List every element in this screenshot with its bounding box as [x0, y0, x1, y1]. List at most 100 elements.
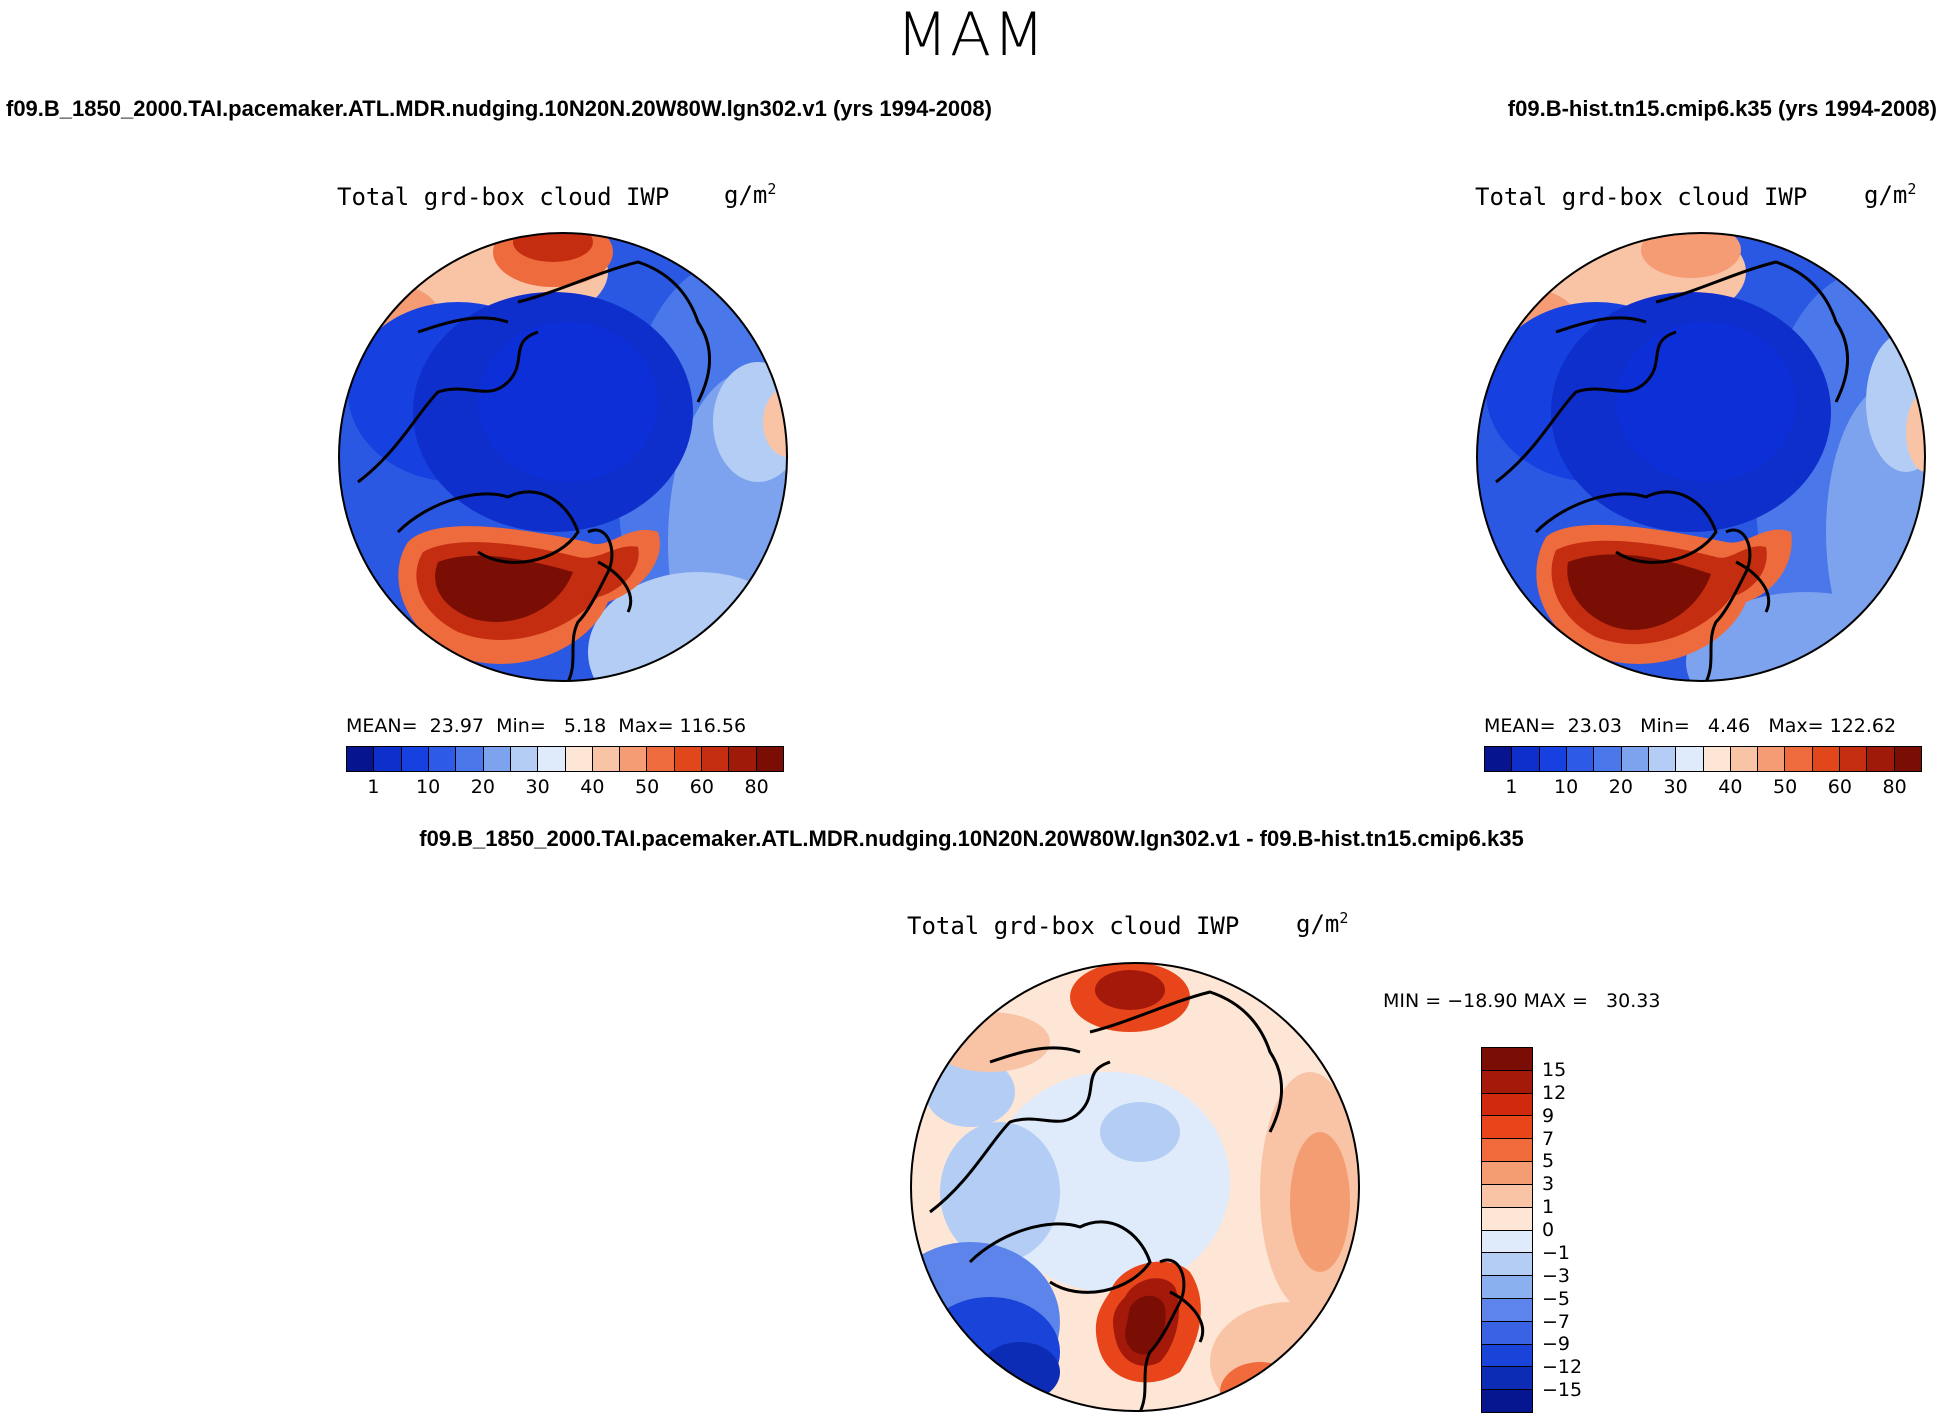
atlantic-darkred: [435, 555, 573, 622]
scandinavia-core: [1125, 1295, 1166, 1355]
colorbar-swatch: [1785, 747, 1813, 771]
colorbar-swatch: [1482, 1367, 1532, 1391]
colorbar-tick-label: 60: [1827, 776, 1852, 798]
colorbar-tick-label: 10: [1554, 776, 1579, 798]
colorbar-swatch: [1758, 747, 1786, 771]
variable-label-2: Total grd-box cloud IWP: [1475, 183, 1808, 211]
canada-coast: [357, 330, 539, 484]
scandinavia-coast: [566, 528, 614, 681]
asia-coast: [1089, 990, 1284, 1133]
colorbar-ticks-3: 15 12 9 7 5 3 1 0 −1 −3 −5 −7 −9 −12 −15: [1542, 1047, 1622, 1411]
case-title-left: f09.B_1850_2000.TAI.pacemaker.ATL.MDR.nu…: [6, 96, 992, 121]
greenland-coast: [968, 1220, 1152, 1294]
colorbar-ticks-2: 1 10 20 30 40 50 60 80: [1484, 776, 1920, 800]
case-title-diff: f09.B_1850_2000.TAI.pacemaker.ATL.MDR.nu…: [419, 826, 1524, 851]
colorbar-swatch: [1482, 1344, 1532, 1368]
atlantic-darkred: [1567, 554, 1711, 630]
polar-map-3: [910, 962, 1360, 1412]
colorbar-tick-label: −5: [1542, 1287, 1571, 1310]
map-boundary: [910, 962, 1360, 1412]
colorbar-tick-label: 40: [1718, 776, 1743, 798]
colorbar-swatch: [729, 747, 757, 771]
scandinavia-coast: [1704, 528, 1752, 681]
colorbar-swatch: [1539, 747, 1567, 771]
colorbar-swatch: [1482, 1139, 1532, 1163]
stats-2: MEAN= 23.03 Min= 4.46 Max= 122.62: [1484, 715, 1897, 737]
pacific-warm: [1906, 392, 1925, 472]
colorbar-swatch: [456, 747, 484, 771]
greenland-coast: [396, 490, 580, 564]
baltic-coast: [1169, 1290, 1205, 1343]
colorbar-swatch: [1482, 1253, 1532, 1277]
colorbar-swatch: [1594, 747, 1622, 771]
colorbar-tick-label: 12: [1542, 1081, 1567, 1104]
colorbar-swatch: [674, 747, 703, 771]
asia-coast: [1655, 260, 1850, 403]
colorbar-tick-label: −3: [1542, 1264, 1571, 1287]
colorbar-tick-label: 7: [1542, 1127, 1555, 1150]
polar-map-1: [338, 232, 788, 682]
colorbar-swatch: [1703, 747, 1731, 771]
colorbar-3: [1481, 1047, 1533, 1413]
colorbar-swatch: [1482, 1070, 1532, 1094]
colorbar-tick-label: −15: [1542, 1379, 1583, 1402]
colorbar-swatch: [1482, 1321, 1532, 1345]
colorbar-tick-label: 60: [689, 776, 714, 798]
canada-coast: [1495, 330, 1677, 484]
colorbar-swatch: [401, 747, 429, 771]
pacific-light: [1866, 332, 1925, 472]
greenland-coast: [1534, 490, 1718, 564]
colorbar-tick-label: −7: [1542, 1310, 1571, 1333]
colorbar-tick-label: 1: [367, 776, 380, 798]
alaska-coast: [1555, 316, 1647, 334]
minmax-3: MIN = −18.90 MAX = 30.33: [1383, 990, 1661, 1012]
colorbar-swatch: [1482, 1048, 1532, 1071]
arctic-blue-patch: [1100, 1102, 1180, 1162]
colorbar-swatch: [483, 747, 511, 771]
colorbar-swatch: [1676, 747, 1704, 771]
colorbar-tick-label: 80: [1882, 776, 1907, 798]
colorbar-tick-label: 5: [1542, 1150, 1555, 1173]
colorbar-swatch: [1485, 747, 1513, 771]
alaska-coast: [417, 316, 509, 334]
arctic-core: [1616, 322, 1796, 482]
colorbar-tick-label: 50: [635, 776, 660, 798]
stats-1: MEAN= 23.97 Min= 5.18 Max= 116.56: [346, 715, 747, 737]
colorbar-swatch: [1482, 1276, 1532, 1299]
asia-coast: [517, 260, 712, 403]
colorbar-swatch: [565, 747, 593, 771]
colorbar-swatch: [1512, 747, 1540, 771]
colorbar-tick-label: 20: [1608, 776, 1633, 798]
colorbar-tick-label: 80: [744, 776, 769, 798]
colorbar-swatch: [1482, 1390, 1532, 1412]
colorbar-swatch: [1648, 747, 1677, 771]
colorbar-swatch: [647, 747, 675, 771]
colorbar-tick-label: 3: [1542, 1173, 1555, 1196]
colorbar-tick-label: 15: [1542, 1058, 1567, 1081]
pacific-orange: [1290, 1132, 1350, 1272]
scandinavia-coast: [1138, 1258, 1186, 1411]
canada-coast: [929, 1060, 1111, 1214]
colorbar-swatch: [1482, 1093, 1532, 1117]
case-title-right: f09.B-hist.tn15.cmip6.k35 (yrs 1994-2008…: [1507, 96, 1937, 121]
colorbar-swatch: [1730, 747, 1759, 771]
polar-map-2: [1476, 232, 1926, 682]
colorbar-tick-label: 30: [525, 776, 550, 798]
colorbar-swatch: [428, 747, 457, 771]
colorbar-tick-label: 0: [1542, 1219, 1555, 1241]
units-label-3: g/m2: [1296, 909, 1349, 938]
colorbar-swatch: [1867, 747, 1895, 771]
colorbar-swatch: [592, 747, 621, 771]
colorbar-tick-label: 1: [1505, 776, 1518, 798]
colorbar-swatch: [1566, 747, 1595, 771]
colorbar-swatch: [538, 747, 566, 771]
units-label-2: g/m2: [1864, 180, 1917, 209]
colorbar-swatch: [1482, 1162, 1532, 1185]
colorbar-1: [346, 746, 784, 772]
colorbar-tick-label: 50: [1773, 776, 1798, 798]
colorbar-tick-label: 40: [580, 776, 605, 798]
colorbar-ticks-1: 1 10 20 30 40 50 60 80: [346, 776, 782, 800]
arctic-core: [478, 322, 658, 482]
baltic-coast: [597, 560, 633, 613]
season-title: MAM: [896, 0, 1047, 70]
